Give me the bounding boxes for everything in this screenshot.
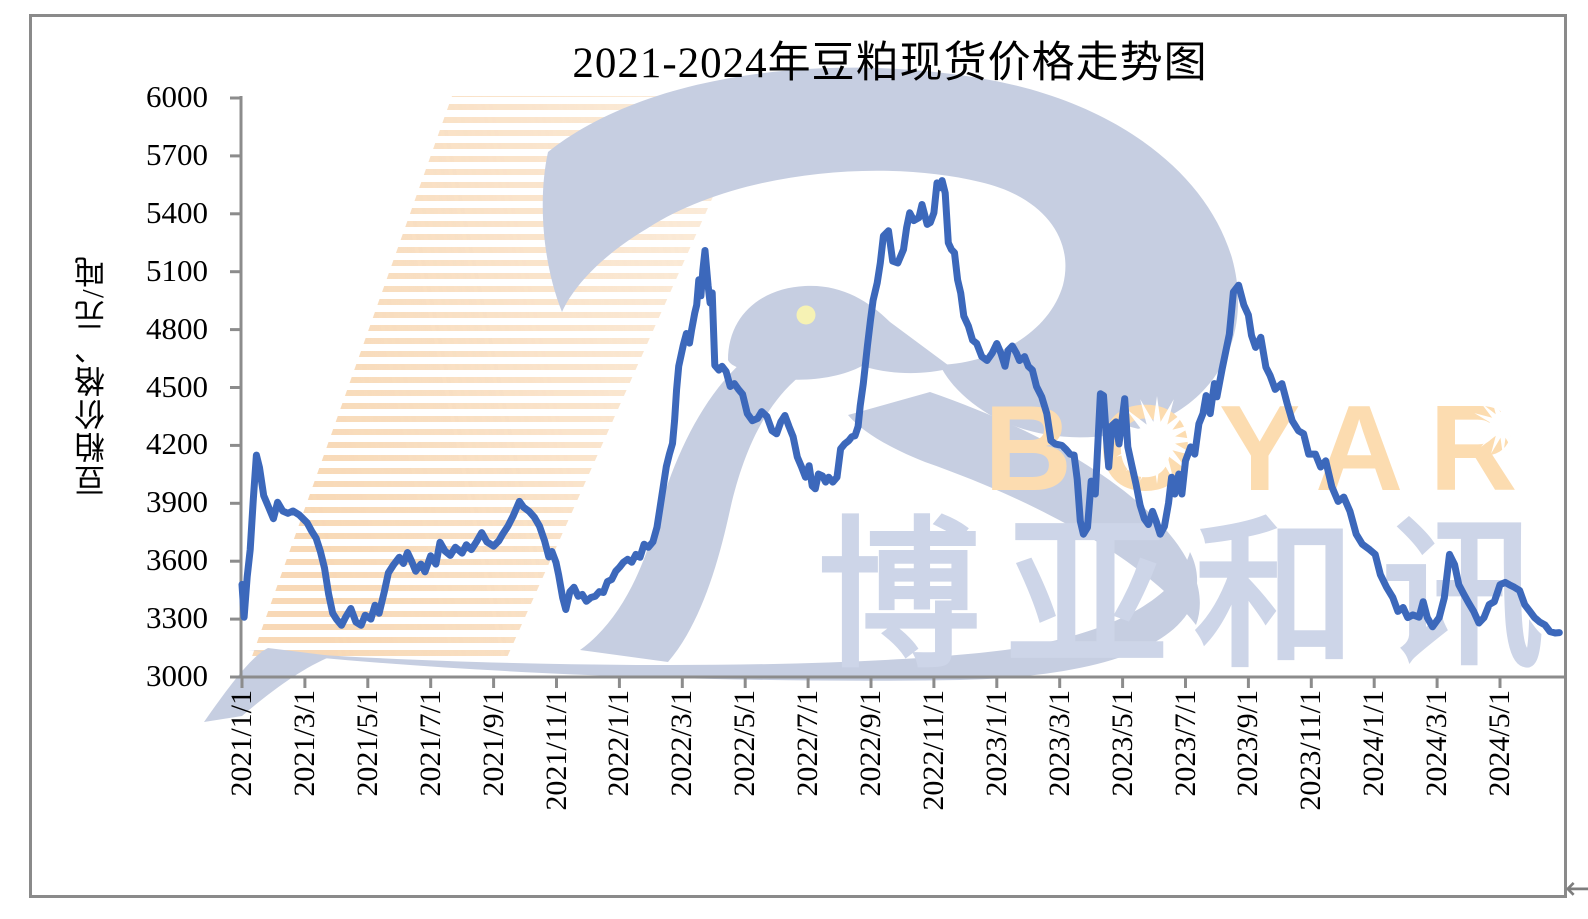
y-tick-label: 5100 <box>146 252 208 288</box>
price-line-series <box>238 177 1563 637</box>
y-tick-label: 3900 <box>146 484 208 520</box>
dove-top-wing <box>542 67 1239 438</box>
dove-chest <box>580 362 808 662</box>
starburst-icon <box>1113 396 1201 484</box>
dove-eye-icon <box>796 305 816 325</box>
dove-tail <box>204 648 332 722</box>
y-tick-label: 4800 <box>146 310 208 346</box>
starburst-icons <box>1113 394 1534 484</box>
y-tick-label: 3000 <box>146 658 208 693</box>
watermark-cjk-text: 博亚和讯 <box>818 506 1570 687</box>
y-tick-label: 5700 <box>146 136 208 172</box>
starburst-icon <box>1472 394 1534 456</box>
y-tick-label: 3600 <box>146 542 208 578</box>
y-tick-label: 4500 <box>146 368 208 404</box>
chart-title: 2021-2024年豆粕现货价格走势图 <box>572 40 1208 87</box>
dove-head <box>728 285 952 380</box>
y-tick-label: 5400 <box>146 194 208 230</box>
dove-logo-watermark <box>204 67 1239 722</box>
outer-border <box>29 14 1567 898</box>
y-tick-label: 6000 <box>146 79 208 114</box>
dove-body <box>848 392 1200 625</box>
left-arrow-icon: ← <box>1565 869 1588 907</box>
watermark-boyar-text: BOYAR <box>984 380 1543 516</box>
y-tick-label: 4200 <box>146 426 208 462</box>
y-tick-label: 3300 <box>146 600 208 636</box>
